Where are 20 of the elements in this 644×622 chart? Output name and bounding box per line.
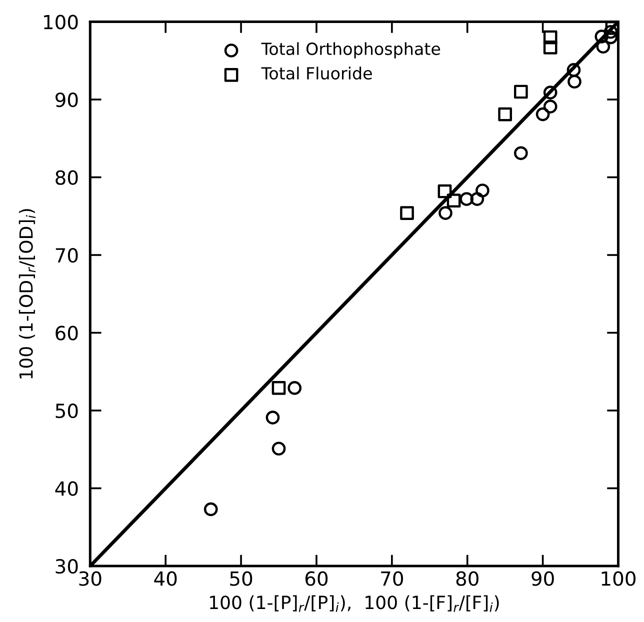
- y-tick-label: 40: [55, 481, 78, 496]
- x-tick-label: 40: [154, 571, 177, 586]
- legend-label: Total Fluoride: [261, 66, 372, 80]
- x-tick-label: 90: [532, 571, 554, 586]
- text: 100 (1-[P]$_{r}$/[P]$_{i}$), 100 (1-[F]$_{r}$/[F]$_{i}$): [210, 595, 499, 612]
- y-tick-label: 60: [56, 326, 78, 340]
- x-tick-label: 60: [305, 571, 328, 586]
- y-tick-label: 30: [56, 558, 78, 574]
- x-tick-label: 70: [381, 571, 403, 586]
- y-tick-label: 90: [56, 92, 78, 108]
- y-axis-title: 100 (1-[OD]$_{r}$/[OD]$_{i}$): [18, 209, 36, 378]
- y-tick-label: 80: [56, 170, 78, 185]
- x-tick-label: 30: [79, 571, 102, 586]
- y-tick-label: 70: [56, 248, 78, 263]
- legend-label: Total Orthophosphate: [261, 42, 440, 58]
- x-tick-label: 50: [230, 571, 252, 586]
- x-tick-label: 80: [456, 571, 478, 586]
- x-tick-label: 100: [602, 571, 636, 586]
- y-tick-label: 50: [56, 403, 78, 418]
- y-tick-label: 100: [44, 14, 78, 30]
